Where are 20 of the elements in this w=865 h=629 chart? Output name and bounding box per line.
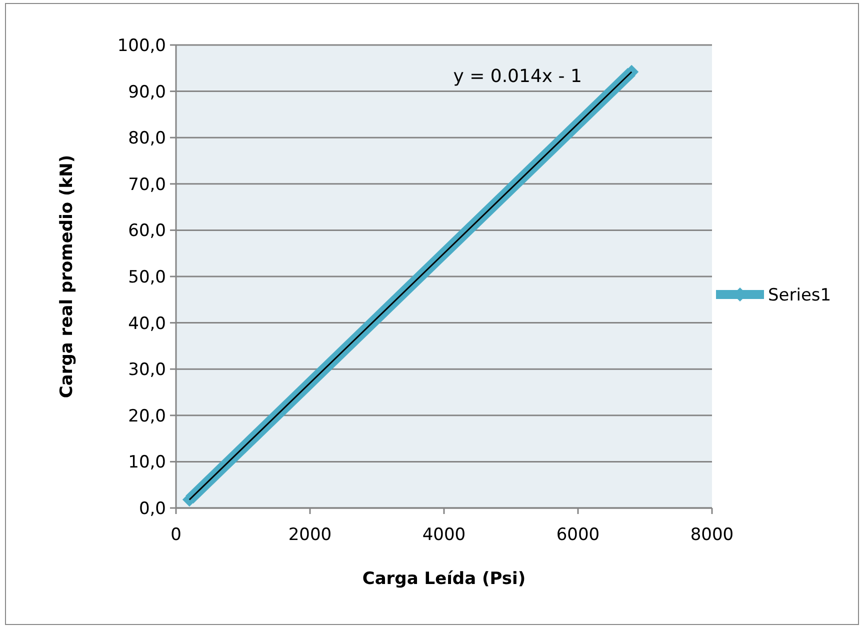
y-tick-label: 40,0	[128, 314, 166, 334]
y-tick-label: 80,0	[128, 128, 166, 149]
x-tick-label: 8000	[690, 525, 734, 545]
y-tick-label: 70,0	[128, 174, 166, 195]
y-tick-label: 30,0	[128, 360, 166, 380]
annotation: y = 0.014x - 1	[453, 66, 582, 87]
y-tick-label: 100,0	[117, 36, 166, 56]
x-tick-label: 2000	[288, 525, 332, 545]
legend-label: Series1	[768, 285, 832, 306]
y-tick-label: 20,0	[128, 406, 166, 426]
y-tick-label: 0,0	[138, 498, 166, 519]
x-tick-label: 0	[170, 525, 182, 545]
y-tick-label: 10,0	[128, 452, 166, 473]
x-tick-label: 4000	[422, 525, 466, 545]
x-tick-label: 6000	[556, 525, 600, 545]
y-axis-title: Carga real promedio (kN)	[57, 154, 77, 398]
y-tick-label: 50,0	[128, 267, 166, 288]
y-tick-label: 90,0	[128, 82, 166, 102]
x-axis-title: Carga Leída (Psi)	[362, 569, 526, 589]
y-tick-label: 60,0	[128, 221, 166, 242]
